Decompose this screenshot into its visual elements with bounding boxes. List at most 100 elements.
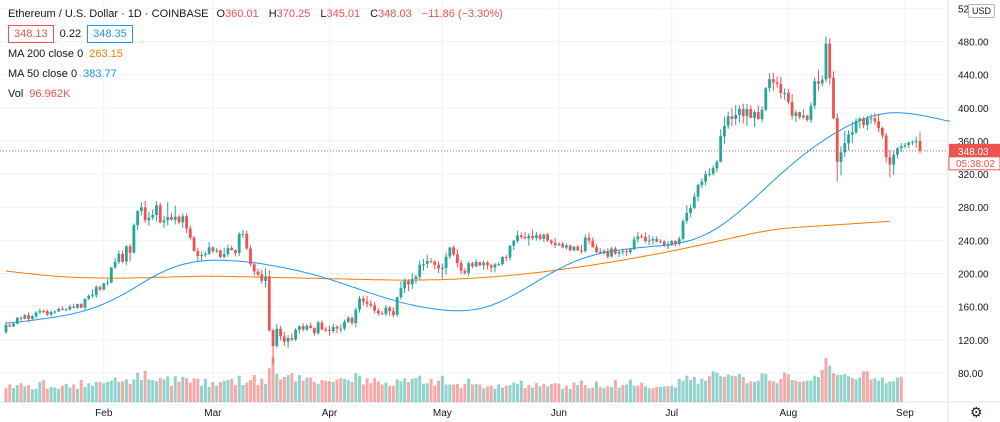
candle-body — [662, 241, 666, 246]
volume-bar — [27, 385, 31, 402]
symbol-title[interactable]: Ethereum / U.S. Dollar · 1D · COINBASE — [8, 8, 209, 20]
volume-bar — [290, 373, 294, 402]
volume-bar — [395, 379, 399, 402]
candle-body — [320, 322, 324, 330]
volume-bar — [207, 386, 211, 402]
chart-legend: Ethereum / U.S. Dollar · 1D · COINBASE O… — [8, 4, 503, 104]
volume-bar — [470, 384, 474, 402]
candle-body — [880, 128, 884, 136]
volume-bar — [568, 388, 572, 402]
volume-bar — [670, 385, 674, 402]
candle-body — [113, 261, 117, 268]
countdown-tag — [948, 156, 1000, 171]
gear-icon[interactable]: ⚙ — [970, 404, 983, 420]
candle-body — [835, 118, 839, 162]
volume-bar — [745, 383, 749, 402]
volume-bar — [173, 376, 177, 402]
volume-bar — [12, 388, 16, 402]
volume-bar — [200, 385, 204, 402]
candle-body — [707, 173, 711, 175]
candle-body — [734, 114, 738, 119]
candle-body — [651, 238, 655, 241]
candle-body — [798, 112, 802, 118]
ma200-row[interactable]: MA 200 close 0 263.15 — [8, 44, 503, 64]
volume-bar — [880, 377, 884, 402]
volume-bar — [561, 388, 565, 402]
candle-body — [764, 88, 768, 110]
candle-body — [267, 276, 271, 331]
candle-body — [181, 216, 185, 223]
volume-bar — [828, 365, 832, 402]
volume-bar — [121, 381, 125, 402]
volume-bar — [286, 375, 290, 402]
candle-body — [790, 102, 794, 116]
volume-bar — [252, 375, 256, 402]
volume-bar — [542, 383, 546, 402]
x-tick-label: Apr — [322, 408, 338, 419]
candle-body — [723, 125, 726, 137]
volume-row[interactable]: Vol 96.962K — [8, 84, 503, 104]
volume-bar — [350, 381, 354, 402]
candle-body — [534, 235, 538, 238]
buy-button[interactable]: 348.35 — [87, 25, 133, 43]
volume-bar — [196, 378, 200, 402]
currency-button[interactable]: USD — [968, 4, 996, 18]
candle-body — [756, 111, 760, 120]
candle-body — [166, 216, 170, 221]
candle-body — [4, 324, 8, 332]
volume-bar — [237, 375, 241, 402]
candle-body — [15, 317, 19, 324]
volume-bar — [771, 381, 775, 402]
ma50-row[interactable]: MA 50 close 0 383.77 — [8, 64, 503, 84]
candle-body — [207, 247, 211, 254]
volume-bar — [309, 377, 313, 402]
volume-bar — [576, 385, 580, 402]
candle-body — [794, 112, 798, 116]
candle-body — [583, 237, 587, 252]
volume-bar — [768, 380, 772, 402]
candle-body — [376, 310, 380, 314]
volume-bar — [640, 382, 644, 402]
candle-body — [49, 311, 53, 315]
candle-body — [410, 279, 414, 285]
candle-body — [140, 207, 143, 212]
candle-body — [519, 235, 523, 237]
y-tick-label: 80.00 — [958, 369, 983, 380]
volume-bar — [674, 387, 678, 402]
candle-body — [335, 326, 339, 329]
volume-bar — [312, 381, 316, 402]
sell-button[interactable]: 348.13 — [8, 25, 54, 43]
candle-body — [670, 241, 674, 246]
volume-bar — [297, 375, 301, 402]
candle-body — [350, 317, 354, 324]
candle-body — [429, 261, 433, 263]
ohlc-l: L345.01 — [320, 8, 361, 20]
volume-bar — [504, 385, 508, 402]
volume-bar — [452, 384, 456, 402]
volume-bar — [485, 386, 489, 402]
legend-title-row: Ethereum / U.S. Dollar · 1D · COINBASE O… — [8, 4, 503, 24]
volume-bar — [546, 386, 550, 402]
volume-bar — [87, 383, 91, 402]
volume-bar — [508, 385, 512, 402]
y-tick-label: 160.00 — [958, 303, 989, 314]
volume-bar — [798, 381, 802, 402]
x-tick-label: Aug — [779, 408, 797, 419]
volume-bar — [132, 379, 136, 402]
volume-bar — [102, 383, 106, 402]
volume-bar — [647, 388, 651, 402]
candle-body — [478, 262, 482, 266]
candle-body — [192, 237, 196, 252]
volume-bar — [685, 375, 689, 402]
ma200-value: 263.15 — [89, 48, 123, 60]
candle-body — [249, 248, 252, 265]
volume-bar — [606, 386, 610, 402]
candle-body — [407, 281, 410, 285]
candle-body — [463, 270, 467, 274]
y-tick-label: 360.00 — [958, 137, 989, 148]
candle-body — [595, 247, 598, 252]
candle-body — [557, 244, 561, 246]
volume-bar — [801, 381, 805, 402]
candle-body — [226, 248, 230, 255]
